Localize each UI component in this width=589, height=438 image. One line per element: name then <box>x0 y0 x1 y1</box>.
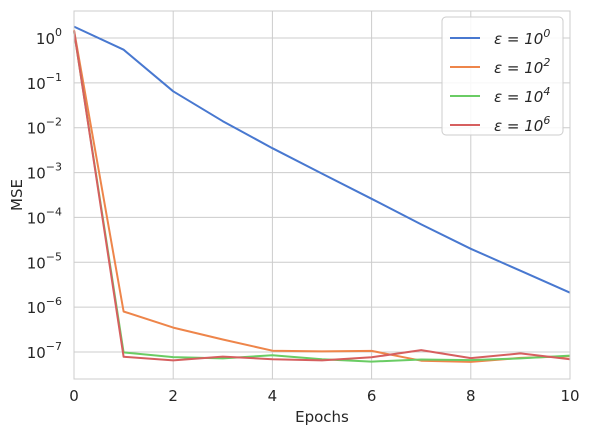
y-tick-label: 10−3 <box>27 161 62 183</box>
legend: ε = 100 ε = 102 ε = 104 ε = 106 <box>441 16 564 136</box>
legend-box <box>441 16 564 136</box>
axes-layer <box>73 10 571 380</box>
x-axis-label: Epochs <box>295 408 349 426</box>
y-axis-label: MSE <box>8 179 26 211</box>
y-tick-label: 100 <box>36 26 62 48</box>
x-tick-label: 8 <box>466 387 476 405</box>
y-tick-label: 10−5 <box>27 250 62 272</box>
plot-frame <box>73 10 571 380</box>
tick-labels: 0 2 4 6 8 10 10−7 10−6 10−5 10−4 10−3 10−2 10−1 100 <box>27 26 580 405</box>
series-line-3 <box>73 30 571 362</box>
x-tick-label: 4 <box>268 387 278 405</box>
y-tick-label: 10−7 <box>27 340 62 362</box>
series-layer <box>73 25 571 363</box>
y-tick-label: 10−1 <box>27 71 62 93</box>
legend-label-0: ε = 100 <box>494 27 550 48</box>
legend-label-1: ε = 102 <box>494 56 550 77</box>
series-line-2 <box>73 31 571 363</box>
x-tick-label: 2 <box>168 387 178 405</box>
y-tick-label: 10−2 <box>27 116 62 138</box>
y-tick-label: 10−4 <box>27 205 62 227</box>
series-line-1 <box>73 29 571 363</box>
x-tick-label: 6 <box>367 387 377 405</box>
series-line-0 <box>73 25 571 294</box>
x-tick-label: 0 <box>69 387 79 405</box>
y-tick-label: 10−6 <box>27 295 62 317</box>
legend-label-3: ε = 106 <box>494 114 550 135</box>
x-tick-label: 10 <box>560 387 579 405</box>
legend-label-2: ε = 104 <box>494 85 550 106</box>
